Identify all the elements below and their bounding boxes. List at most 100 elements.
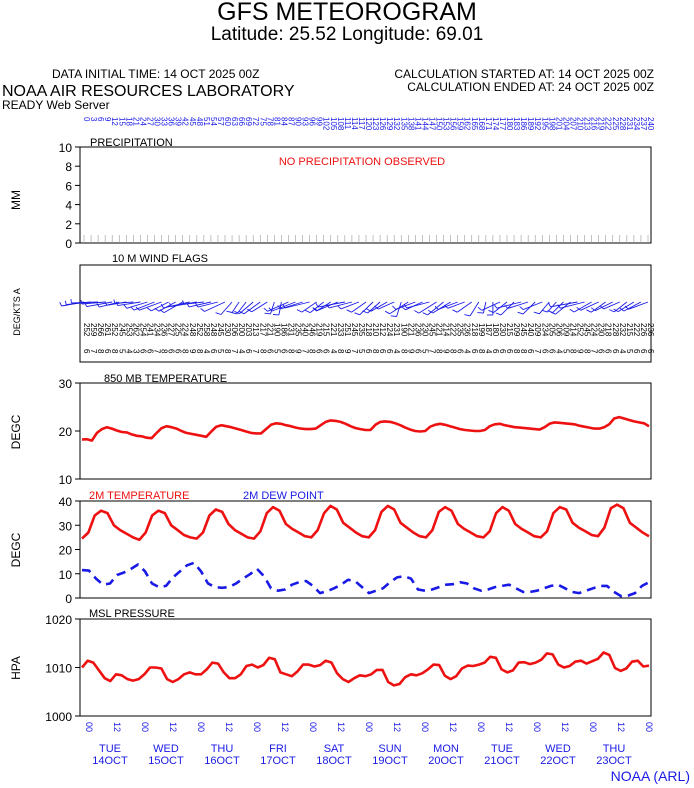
- wind-barb-flag: [590, 307, 596, 312]
- wind-direction-label: 186: [279, 323, 288, 337]
- location-subtitle: Latitude: 25.52 Longitude: 69.01: [210, 24, 484, 45]
- wind-direction-label: 224: [590, 323, 599, 337]
- wind-speed-label: 4: [484, 349, 493, 354]
- forecast-hour-label: 42: [181, 117, 190, 126]
- t850-line: [81, 415, 650, 442]
- wind-barb: [432, 301, 451, 314]
- time-axis-label: 12: [504, 722, 514, 732]
- time-axis-label: 12: [560, 722, 570, 732]
- wind-speed-label: 4: [329, 349, 338, 354]
- wind-direction-label: 224: [385, 323, 394, 337]
- wind-speed-label: 7: [230, 349, 239, 354]
- wind-barb-flag: [464, 314, 471, 317]
- wind-direction-label: 251: [343, 323, 352, 337]
- wind-barb: [114, 301, 134, 304]
- wind-barb: [126, 301, 148, 309]
- wind-speed-label: 4: [202, 349, 211, 354]
- forecast-hour-label: 177: [498, 117, 507, 131]
- wind-barb-flag: [452, 309, 458, 313]
- forecast-hour-label: 135: [399, 117, 408, 131]
- wind-barb-flag: [247, 308, 253, 313]
- forecast-hour-label: 204: [561, 117, 570, 131]
- forecast-hour-label: 198: [547, 117, 556, 131]
- wind-speed-label: 6: [209, 349, 218, 354]
- forecast-hour-label: 225: [611, 117, 620, 131]
- wind-direction-label: 245: [117, 323, 126, 337]
- wind-barb-flag: [548, 302, 551, 308]
- wind-direction-label: 228: [611, 323, 620, 337]
- wind-barb: [151, 301, 169, 312]
- wind-speed-label: 6: [138, 349, 147, 354]
- wind-barb: [590, 301, 606, 313]
- wind-barb: [367, 301, 381, 314]
- wind-speed-label: 8: [449, 349, 458, 354]
- day-of-week-label: FRI: [269, 743, 287, 755]
- wind-barb-flag: [346, 309, 352, 313]
- forecast-hour-label: 39: [174, 117, 183, 126]
- forecast-hour-label: 102: [322, 117, 331, 131]
- forecast-hour-label: 75: [258, 117, 267, 126]
- wind-barb-flag: [384, 310, 390, 315]
- forecast-hour-label: 99: [315, 117, 324, 126]
- wind-speed-label: 6: [639, 349, 648, 354]
- wind-speed-label: 7: [350, 349, 359, 354]
- wind-direction-label: 248: [209, 323, 218, 337]
- wind-speed-label: 6: [597, 349, 606, 354]
- day-of-week-label: WED: [153, 743, 179, 755]
- forecast-hour-label: 183: [512, 117, 521, 131]
- wind-barb-flag: [477, 306, 483, 311]
- wind-speed-label: 4: [392, 349, 401, 354]
- wind-speed-label: 6: [646, 349, 655, 354]
- wind-barb: [481, 301, 501, 311]
- wind-barb: [603, 301, 620, 310]
- wind-speed-label: 7: [533, 349, 542, 354]
- wind-barb-flag: [159, 309, 165, 313]
- day-date-label: 19OCT: [372, 755, 408, 767]
- forecast-hour-label: 18: [124, 117, 133, 126]
- wind-barb: [197, 301, 219, 308]
- wind-barb: [117, 301, 141, 307]
- wind-barb-flag: [195, 303, 199, 308]
- t2m-ytick-label: 20: [59, 544, 73, 558]
- wind-direction-label: 209: [533, 323, 542, 337]
- wind-barb-flag: [493, 304, 498, 309]
- day-of-week-label: THU: [211, 743, 234, 755]
- wind-speed-label: 8: [399, 349, 408, 354]
- wind-direction-label: 236: [413, 323, 422, 337]
- wind-barb: [139, 301, 162, 311]
- precip-ytick-label: 10: [59, 141, 73, 155]
- forecast-hour-label: 15: [117, 117, 126, 126]
- wind-speed-label: 6: [244, 349, 253, 354]
- forecast-hour-label: 240: [646, 117, 655, 131]
- wind-barb-flag: [541, 309, 548, 313]
- wind-speed-label: 8: [308, 349, 317, 354]
- wind-barb-flag: [390, 315, 397, 317]
- wind-speed-label: 5: [357, 349, 366, 354]
- forecast-hour-label: 150: [435, 117, 444, 131]
- wind-barb: [427, 301, 444, 316]
- wind-barb: [239, 301, 254, 314]
- wind-direction-label: 217: [258, 323, 267, 337]
- wind-barb: [86, 301, 113, 308]
- day-of-week-label: MON: [433, 743, 459, 755]
- wind-barb: [370, 301, 388, 312]
- wind-barb: [523, 301, 543, 311]
- wind-direction-label: 248: [188, 323, 197, 337]
- forecast-hour-label: 207: [568, 117, 577, 131]
- wind-direction-label: 226: [639, 323, 648, 337]
- time-axis-label: 00: [588, 722, 598, 732]
- wind-barb-flag: [326, 303, 330, 309]
- wind-barb-flag: [557, 304, 561, 309]
- forecast-hour-label: 69: [244, 117, 253, 126]
- slp-ytick-label: 1000: [45, 710, 72, 724]
- forecast-hour-label: 3: [89, 117, 98, 122]
- t850-ylabel: DEGC: [9, 414, 23, 449]
- wind-speed-label: 8: [223, 349, 232, 354]
- wind-speed-label: 6: [611, 349, 620, 354]
- time-axis-label: 00: [420, 722, 430, 732]
- wind-barb: [251, 301, 268, 313]
- forecast-hour-label: 24: [138, 117, 147, 126]
- wind-direction-label: 200: [237, 323, 246, 337]
- calc-ended: CALCULATION ENDED AT: 24 OCT 2025 00Z: [407, 80, 654, 94]
- wind-barb-flag: [599, 305, 604, 310]
